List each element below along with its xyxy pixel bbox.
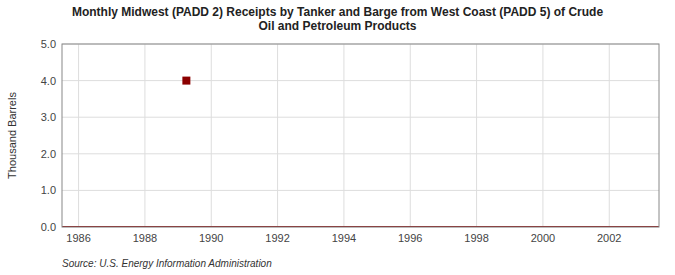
y-tick-label: 4.0 bbox=[41, 75, 56, 87]
x-tick-label: 1994 bbox=[332, 232, 356, 244]
grid-line-x bbox=[211, 44, 212, 227]
y-tick-label: 5.0 bbox=[41, 38, 56, 50]
plot-area bbox=[62, 44, 659, 227]
grid-line-x bbox=[609, 44, 610, 227]
point bbox=[182, 77, 190, 85]
x-tick-label: 2002 bbox=[597, 232, 621, 244]
x-tick-label: 1996 bbox=[398, 232, 422, 244]
grid-line-y bbox=[62, 153, 659, 154]
y-tick-label: 0.0 bbox=[41, 221, 56, 233]
data-layer bbox=[62, 77, 659, 227]
title-line: Oil and Petroleum Products bbox=[258, 19, 416, 33]
grid-line-y bbox=[62, 117, 659, 118]
grid-line-x bbox=[78, 44, 79, 227]
grid-line-x bbox=[144, 44, 145, 227]
x-tick-label: 1990 bbox=[199, 232, 223, 244]
x-tick-label: 1998 bbox=[464, 232, 488, 244]
source: Source: U.S. Energy Information Administ… bbox=[62, 258, 272, 269]
y-tick-label: 3.0 bbox=[41, 111, 56, 123]
x-tick-label: 1986 bbox=[66, 232, 90, 244]
x-tick-label: 1988 bbox=[133, 232, 157, 244]
y-axis-label: Thousand Barrels bbox=[6, 92, 18, 179]
grid-line-x bbox=[277, 44, 278, 227]
y-tick-label: 1.0 bbox=[41, 184, 56, 196]
x-tick-label: 1992 bbox=[265, 232, 289, 244]
grid bbox=[62, 44, 659, 227]
plot-frame bbox=[62, 44, 659, 227]
grid-line-y bbox=[62, 190, 659, 191]
grid-line-x bbox=[343, 44, 344, 227]
y-tick-label: 2.0 bbox=[41, 148, 56, 160]
grid-line-x bbox=[542, 44, 543, 227]
x-tick-label: 2000 bbox=[531, 232, 555, 244]
chart: Monthly Midwest (PADD 2) Receipts by Tan… bbox=[0, 0, 675, 275]
grid-line-x bbox=[476, 44, 477, 227]
title-line: Monthly Midwest (PADD 2) Receipts by Tan… bbox=[72, 5, 604, 19]
grid-line-x bbox=[410, 44, 411, 227]
grid-line-y bbox=[62, 80, 659, 81]
title: Monthly Midwest (PADD 2) Receipts by Tan… bbox=[72, 5, 604, 33]
